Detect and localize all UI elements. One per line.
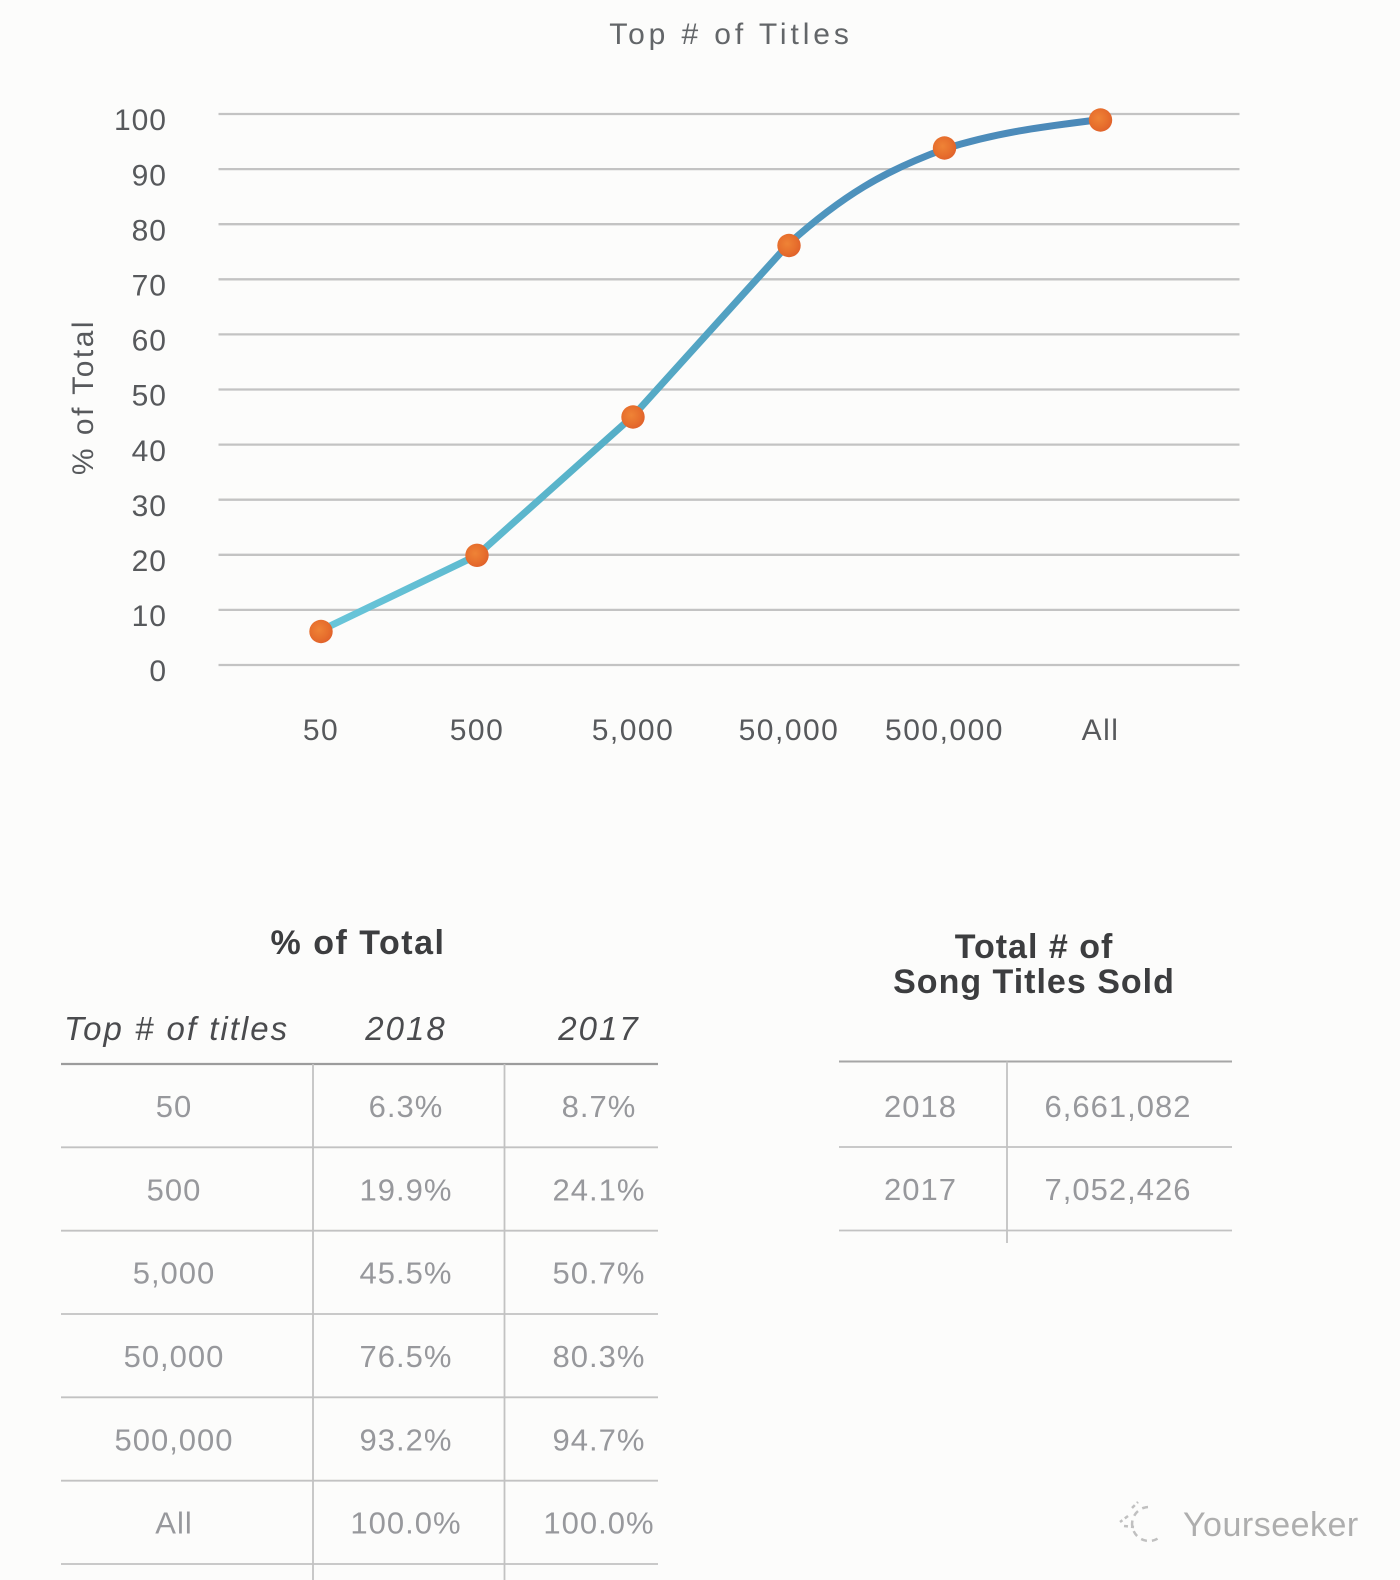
svg-text:2017: 2017 xyxy=(557,1010,639,1047)
svg-text:Top # of titles: Top # of titles xyxy=(64,1010,289,1047)
svg-text:Top # of Titles: Top # of Titles xyxy=(609,18,853,51)
svg-text:94.7%: 94.7% xyxy=(553,1422,646,1457)
svg-text:500,000: 500,000 xyxy=(885,714,1004,747)
svg-text:Song Titles Sold: Song Titles Sold xyxy=(893,963,1175,1001)
svg-text:45.5%: 45.5% xyxy=(360,1256,453,1291)
svg-text:50,000: 50,000 xyxy=(739,714,840,747)
svg-text:76.5%: 76.5% xyxy=(360,1339,453,1374)
svg-text:50: 50 xyxy=(156,1089,192,1124)
svg-text:90: 90 xyxy=(132,159,167,192)
svg-text:6,661,082: 6,661,082 xyxy=(1045,1089,1192,1124)
svg-text:Total # of: Total # of xyxy=(955,928,1114,966)
svg-text:30: 30 xyxy=(132,490,167,523)
svg-text:20: 20 xyxy=(132,545,167,578)
svg-text:100.0%: 100.0% xyxy=(543,1506,654,1541)
svg-text:10: 10 xyxy=(132,600,167,633)
svg-text:100.0%: 100.0% xyxy=(350,1506,461,1541)
svg-text:100: 100 xyxy=(114,104,167,137)
svg-text:93.2%: 93.2% xyxy=(360,1422,453,1457)
svg-text:2018: 2018 xyxy=(364,1010,446,1047)
svg-text:80.3%: 80.3% xyxy=(553,1339,646,1374)
svg-text:6.3%: 6.3% xyxy=(369,1089,444,1124)
svg-text:50: 50 xyxy=(132,380,167,413)
svg-text:40: 40 xyxy=(132,435,167,468)
svg-text:2017: 2017 xyxy=(884,1172,957,1207)
svg-text:2018: 2018 xyxy=(884,1089,957,1124)
svg-text:500: 500 xyxy=(450,714,505,747)
svg-text:60: 60 xyxy=(132,325,167,358)
svg-text:80: 80 xyxy=(132,214,167,247)
svg-text:50.7%: 50.7% xyxy=(553,1256,646,1291)
svg-text:% of Total: % of Total xyxy=(67,319,100,475)
svg-text:All: All xyxy=(1082,714,1120,747)
svg-text:% of Total: % of Total xyxy=(271,924,446,962)
svg-text:5,000: 5,000 xyxy=(133,1256,216,1291)
svg-text:19.9%: 19.9% xyxy=(360,1172,453,1207)
svg-text:50,000: 50,000 xyxy=(124,1339,225,1374)
svg-text:Yourseeker: Yourseeker xyxy=(1183,1506,1359,1544)
svg-text:500: 500 xyxy=(147,1172,202,1207)
svg-text:7,052,426: 7,052,426 xyxy=(1045,1172,1192,1207)
svg-text:All: All xyxy=(155,1506,192,1541)
svg-text:8.7%: 8.7% xyxy=(562,1089,637,1124)
svg-text:50: 50 xyxy=(303,714,339,747)
svg-text:5,000: 5,000 xyxy=(592,714,675,747)
svg-text:70: 70 xyxy=(132,270,167,303)
svg-text:24.1%: 24.1% xyxy=(553,1172,646,1207)
svg-text:0: 0 xyxy=(149,655,167,688)
svg-text:500,000: 500,000 xyxy=(114,1422,233,1457)
